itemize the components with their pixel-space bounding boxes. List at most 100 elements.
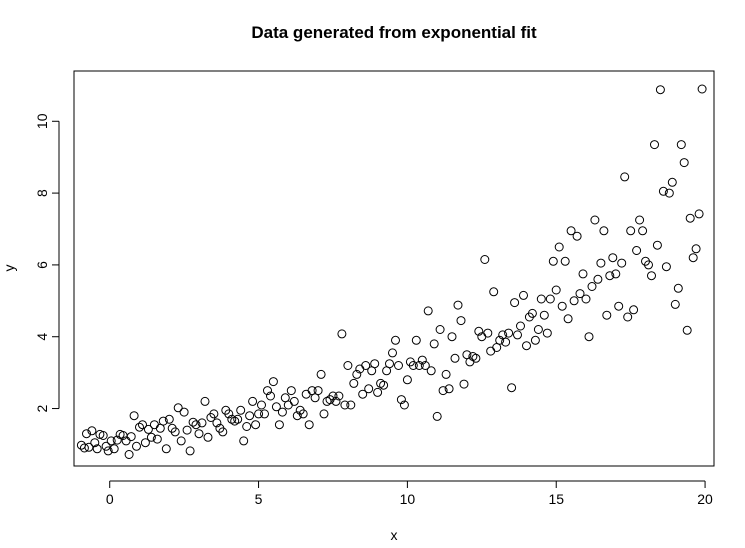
data-point bbox=[82, 429, 91, 439]
y-axis-label: y bbox=[1, 265, 17, 272]
x-tick-label: 0 bbox=[106, 491, 114, 507]
data-point bbox=[271, 402, 281, 412]
data-point bbox=[480, 255, 490, 264]
data-point bbox=[545, 294, 555, 304]
data-point bbox=[533, 325, 543, 334]
data-point bbox=[185, 446, 195, 456]
data-point bbox=[236, 405, 246, 415]
data-point bbox=[298, 409, 308, 419]
data-point bbox=[346, 400, 356, 410]
data-point bbox=[667, 177, 677, 187]
data-point bbox=[522, 341, 531, 351]
data-point bbox=[242, 422, 252, 431]
data-point bbox=[197, 418, 207, 428]
data-point bbox=[486, 346, 496, 356]
data-point bbox=[239, 436, 249, 446]
data-point bbox=[608, 253, 618, 263]
data-point bbox=[92, 444, 102, 454]
x-axis: 0 5 10 15 20 bbox=[106, 480, 713, 507]
data-point bbox=[441, 369, 451, 379]
data-point bbox=[358, 389, 368, 399]
data-point bbox=[471, 353, 481, 363]
data-point bbox=[376, 378, 386, 388]
data-point bbox=[429, 339, 439, 349]
data-point bbox=[87, 426, 97, 436]
data-point bbox=[563, 314, 573, 324]
data-point bbox=[301, 389, 311, 399]
data-point bbox=[584, 332, 594, 342]
data-point bbox=[489, 287, 499, 297]
data-point bbox=[158, 416, 168, 426]
data-point bbox=[149, 420, 159, 430]
data-point bbox=[572, 231, 582, 241]
data-point bbox=[581, 294, 591, 304]
data-point bbox=[632, 246, 642, 255]
data-point bbox=[251, 420, 261, 430]
data-point bbox=[334, 391, 344, 401]
data-point bbox=[623, 312, 633, 322]
data-point bbox=[688, 253, 698, 263]
data-point bbox=[194, 429, 204, 439]
data-point bbox=[423, 306, 433, 316]
data-point bbox=[658, 186, 668, 196]
data-point bbox=[411, 335, 421, 345]
data-point bbox=[283, 400, 293, 410]
data-point bbox=[551, 285, 561, 295]
data-point bbox=[593, 274, 603, 284]
data-point bbox=[103, 446, 113, 456]
data-point bbox=[161, 444, 171, 454]
x-tick-label: 5 bbox=[255, 491, 263, 507]
data-point bbox=[109, 444, 119, 454]
data-point bbox=[254, 409, 264, 419]
data-point bbox=[391, 335, 400, 345]
data-point bbox=[635, 215, 645, 225]
data-point bbox=[319, 409, 329, 419]
data-point bbox=[647, 271, 656, 281]
data-point bbox=[432, 411, 442, 421]
data-point bbox=[173, 403, 183, 413]
data-point bbox=[614, 301, 624, 311]
data-point bbox=[501, 337, 511, 347]
data-point bbox=[578, 269, 588, 279]
data-point bbox=[164, 414, 174, 424]
data-point bbox=[126, 432, 136, 442]
y-axis: 2 4 6 8 10 bbox=[34, 113, 60, 412]
data-point bbox=[316, 369, 326, 379]
data-point bbox=[263, 386, 272, 396]
data-point bbox=[447, 332, 457, 342]
data-point bbox=[277, 407, 287, 417]
data-point bbox=[90, 438, 100, 448]
data-point bbox=[560, 256, 570, 266]
data-point bbox=[361, 361, 371, 370]
data-point bbox=[212, 418, 222, 428]
chart-title: Data generated from exponential fit bbox=[251, 23, 537, 42]
data-point bbox=[224, 409, 234, 419]
data-point bbox=[685, 213, 695, 223]
data-point bbox=[191, 420, 201, 430]
data-point bbox=[140, 438, 150, 448]
data-point bbox=[129, 411, 139, 421]
data-point bbox=[694, 209, 704, 219]
data-point bbox=[233, 414, 243, 424]
data-point bbox=[596, 258, 606, 268]
data-point bbox=[510, 298, 520, 308]
data-point bbox=[507, 383, 517, 393]
data-point bbox=[557, 301, 567, 311]
data-point bbox=[587, 282, 597, 291]
x-tick-label: 15 bbox=[548, 491, 564, 507]
data-point bbox=[352, 369, 362, 379]
data-point bbox=[459, 379, 469, 389]
data-point bbox=[331, 396, 341, 406]
data-point bbox=[602, 310, 612, 320]
data-point bbox=[218, 427, 228, 437]
data-point bbox=[483, 328, 493, 338]
data-point bbox=[420, 361, 430, 370]
y-tick-label: 4 bbox=[34, 333, 50, 341]
y-tick-label: 10 bbox=[34, 113, 50, 129]
data-point bbox=[248, 396, 258, 406]
data-point bbox=[373, 387, 383, 397]
data-point bbox=[343, 361, 353, 370]
data-point bbox=[661, 262, 671, 272]
data-point bbox=[313, 386, 323, 396]
